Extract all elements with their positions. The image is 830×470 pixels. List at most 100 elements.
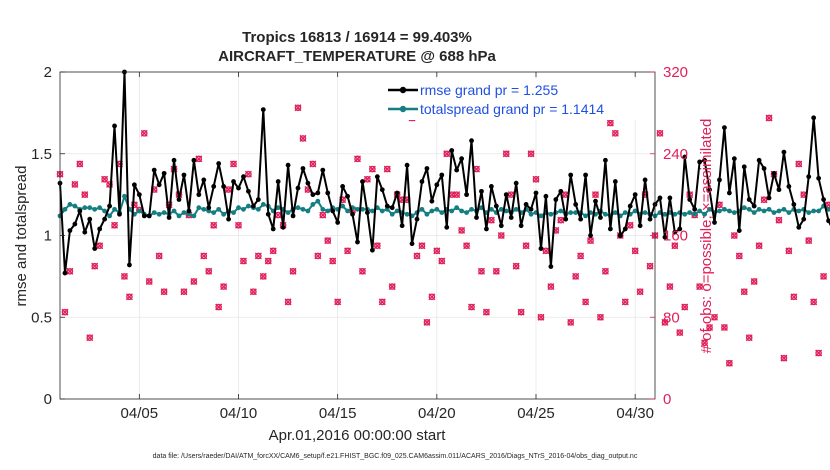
chart-title-line-2: AIRCRAFT_TEMPERATURE @ 688 hPa: [218, 48, 496, 65]
totalspread-point: [295, 205, 301, 211]
totalspread-point: [285, 210, 291, 216]
rmse-point: [211, 184, 217, 189]
totalspread-point: [201, 206, 207, 212]
rmse-point: [826, 218, 830, 224]
rmse-point: [82, 229, 88, 235]
rmse-point: [117, 211, 122, 217]
totalspread-point: [87, 205, 93, 211]
totalspread-point: [746, 206, 752, 212]
x-tick-label: 04/10: [220, 405, 258, 422]
rmse-point: [464, 192, 469, 198]
totalspread-point: [583, 213, 588, 219]
obs-count-point: [725, 359, 733, 367]
obs-count-point: [428, 293, 436, 301]
totalspread-point: [702, 211, 707, 217]
rmse-point: [365, 210, 370, 216]
totalspread-point: [538, 213, 544, 219]
rmse-point: [603, 157, 608, 163]
obs-count-point: [735, 252, 743, 260]
rmse-point: [538, 246, 544, 251]
totalspread-point: [102, 208, 108, 214]
rmse-point: [176, 197, 182, 202]
rmse-point: [722, 125, 727, 130]
rmse-point: [622, 226, 628, 232]
rmse-point: [607, 226, 613, 232]
rmse-point: [632, 192, 638, 198]
rmse-point: [533, 190, 539, 196]
rmse-point: [677, 226, 683, 232]
totalspread-point: [107, 213, 112, 219]
totalspread-point: [731, 210, 737, 216]
rmse-point: [414, 216, 420, 222]
obs-count-point: [522, 242, 530, 250]
obs-count-point: [249, 288, 257, 296]
rmse-point: [791, 202, 797, 207]
totalspread-point: [176, 213, 182, 219]
obs-count-point: [358, 267, 366, 275]
obs-count-point: [810, 298, 818, 306]
obs-count-point: [329, 257, 337, 265]
x-tick-label: 04/05: [121, 405, 159, 422]
obs-count-point: [383, 165, 391, 173]
rmse-point: [617, 233, 623, 238]
rmse-point: [275, 179, 281, 184]
totalspread-point: [196, 205, 202, 211]
rmse-point: [181, 172, 187, 178]
totalspread-point: [191, 213, 197, 219]
rmse-point: [216, 161, 222, 166]
obs-count-point: [155, 252, 163, 260]
totalspread-point: [325, 208, 331, 214]
rmse-point: [201, 177, 207, 183]
totalspread-point: [424, 211, 430, 217]
rmse-point: [697, 159, 703, 165]
rmse-point: [131, 182, 137, 188]
obs-count-point: [760, 196, 768, 204]
totalspread-point: [241, 206, 246, 212]
rmse-point: [444, 224, 450, 230]
left-y-tick-label: 2: [44, 64, 52, 81]
left-y-tick-label: 0: [44, 391, 52, 408]
obs-count-point: [458, 226, 466, 234]
obs-count-point: [111, 221, 119, 229]
obs-count-point: [368, 165, 376, 173]
legend-box: [381, 79, 647, 120]
totalspread-point: [345, 208, 350, 214]
obs-count-point: [487, 216, 495, 224]
rmse-point: [171, 157, 177, 163]
rmse-point: [627, 203, 633, 209]
totalspread-point: [672, 211, 678, 217]
left-y-axis-ticks: 0 0.5 1 1.5 2: [31, 64, 65, 408]
obs-count-point: [319, 211, 327, 219]
obs-count-point: [239, 257, 247, 265]
totalspread-point: [816, 208, 822, 214]
obs-count-point: [606, 119, 614, 127]
obs-count-point: [259, 272, 267, 280]
rmse-point: [642, 177, 648, 183]
obs-count-point: [388, 283, 396, 291]
rmse-point: [593, 198, 598, 204]
legend-rmse-marker: [399, 86, 407, 94]
totalspread-point: [236, 205, 241, 211]
rmse-point: [528, 206, 534, 212]
rmse-point: [454, 167, 460, 173]
totalspread-point: [513, 206, 519, 212]
rmse-point: [439, 172, 445, 178]
rmse-point: [62, 270, 68, 276]
rmse-point: [434, 182, 440, 188]
rmse-point: [548, 264, 554, 269]
totalspread-point: [761, 208, 767, 214]
obs-count-point: [438, 257, 446, 265]
obs-count-point: [477, 267, 485, 275]
rmse-point: [493, 203, 499, 209]
obs-count-point: [621, 298, 629, 306]
obs-count-point: [775, 216, 783, 224]
obs-count-point: [334, 298, 342, 306]
obs-count-point: [542, 247, 550, 255]
obs-count-point: [656, 129, 664, 137]
right-y-tick-label: 160: [663, 228, 688, 245]
obs-count-point: [344, 247, 352, 255]
rmse-line: [59, 71, 830, 275]
obs-count-markers: [56, 104, 830, 367]
totalspread-point: [67, 202, 73, 207]
data-file-footer: data file: /Users/raeder/DAI/ATM_forcXX/…: [153, 453, 638, 460]
